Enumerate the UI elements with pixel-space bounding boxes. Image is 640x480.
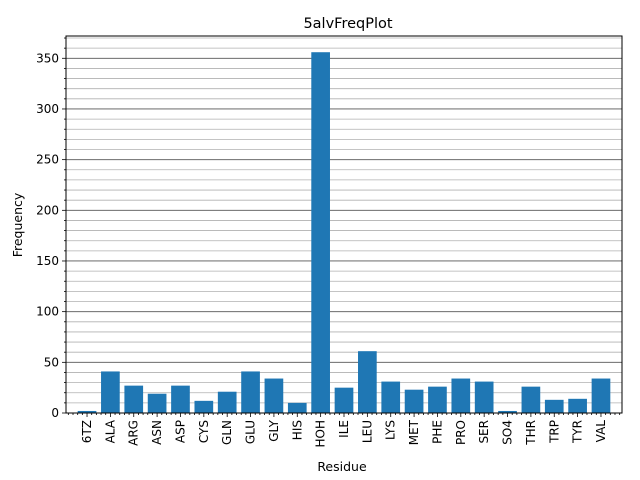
bar-6tz xyxy=(77,410,97,413)
y-tick-label: 200 xyxy=(36,203,59,217)
bar-tyr xyxy=(568,398,587,413)
y-tick-labels: 0 50 100 150 200 250 300 350 xyxy=(36,51,59,420)
x-tick-label: MET xyxy=(407,419,421,445)
y-tick-label: 100 xyxy=(36,305,59,319)
x-tick-label: VAL xyxy=(594,420,608,443)
x-tick-label: ARG xyxy=(127,420,141,446)
bar-arg xyxy=(124,385,144,413)
bar-asp xyxy=(171,385,190,413)
x-axis-label: Residue xyxy=(317,459,367,474)
x-tick-label: PHE xyxy=(430,420,444,444)
x-tick-label: GLN xyxy=(220,420,234,445)
bar-his xyxy=(287,402,307,413)
y-tick-label: 350 xyxy=(36,51,59,65)
grid-lines xyxy=(66,37,622,404)
y-tick-label: 0 xyxy=(51,406,59,420)
bar-cys xyxy=(194,400,214,413)
bar-hoh xyxy=(311,52,330,413)
x-tick-label: SER xyxy=(477,420,491,444)
bar-leu xyxy=(358,351,377,413)
bar-lys xyxy=(381,381,401,413)
x-tick-label: ASN xyxy=(150,420,164,445)
bar-val xyxy=(591,378,611,413)
bar-gly xyxy=(264,378,284,413)
x-tick-label: TRP xyxy=(547,420,561,444)
y-axis-label: Frequency xyxy=(10,192,25,257)
x-tick-label: ILE xyxy=(337,420,351,438)
chart-title: 5alvFreqPlot xyxy=(303,16,392,32)
x-tick-label: HIS xyxy=(290,420,304,440)
y-tick-label: 50 xyxy=(44,355,59,369)
x-tick-label: PRO xyxy=(454,420,468,445)
bars xyxy=(77,52,611,413)
bar-ile xyxy=(334,387,354,413)
bar-trp xyxy=(544,399,564,413)
bar-ala xyxy=(101,371,120,413)
bar-gln xyxy=(217,391,237,413)
x-tick-label: HOH xyxy=(314,420,328,448)
bar-glu xyxy=(241,371,260,413)
x-tick-label: GLU xyxy=(244,420,258,444)
bar-phe xyxy=(428,386,447,413)
bar-met xyxy=(404,389,424,413)
bar-so4 xyxy=(498,410,517,413)
bar-ser xyxy=(474,381,494,413)
y-tick-label: 300 xyxy=(36,102,59,116)
x-tick-label: 6TZ xyxy=(80,420,94,443)
x-tick-label: THR xyxy=(524,420,538,446)
x-tick-label: LEU xyxy=(360,420,374,443)
x-tick-labels: 6TZ ALA ARG ASN ASP CYS GLN GLU GLY HIS HOH ILE LEU L… xyxy=(80,419,608,447)
axes xyxy=(62,35,623,417)
x-tick-label: CYS xyxy=(197,420,211,443)
bar-asn xyxy=(147,393,167,413)
x-tick-label: TYR xyxy=(571,420,585,444)
x-tick-label: GLY xyxy=(267,419,281,441)
bar-thr xyxy=(521,386,541,413)
y-tick-label: 250 xyxy=(36,153,59,167)
x-tick-label: ASP xyxy=(173,420,187,443)
x-tick-label: SO4 xyxy=(501,420,515,445)
plot-frame xyxy=(65,35,623,414)
x-tick-label: LYS xyxy=(384,420,398,440)
y-tick-label: 150 xyxy=(36,254,59,268)
x-tick-label: ALA xyxy=(103,419,117,443)
bar-pro xyxy=(451,378,471,413)
